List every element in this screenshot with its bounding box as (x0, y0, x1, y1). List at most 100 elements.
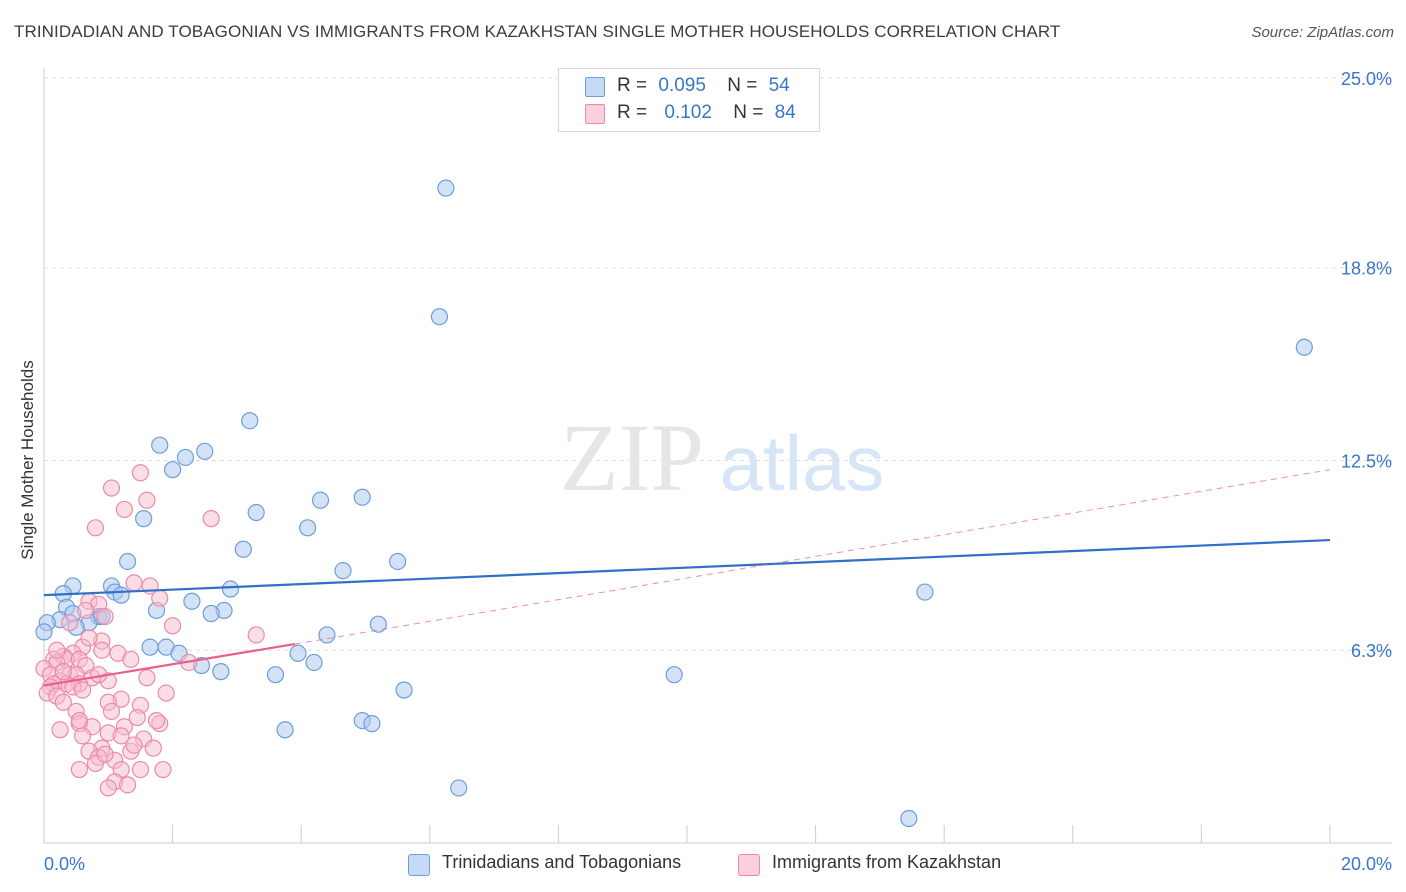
bottom-legend-label-series2: Immigrants from Kazakhstan (772, 852, 1002, 872)
point-series1-10 (247, 503, 265, 522)
point-series2-80 (128, 708, 146, 727)
point-series1-28 (202, 604, 220, 623)
legend-r-value-series2: 0.102 (664, 102, 712, 123)
point-series1-16 (334, 562, 352, 580)
bottom-legend-swatch-blue (408, 854, 430, 876)
point-series1-5 (196, 442, 214, 460)
point-series1-6 (176, 448, 195, 467)
point-series2-1 (102, 479, 121, 497)
point-series1-41 (289, 644, 307, 662)
point-series2-61 (125, 736, 143, 754)
point-series2-83 (54, 693, 72, 711)
y-tick-label-1: 12.5% (1341, 452, 1392, 472)
point-series2-43 (157, 684, 175, 702)
point-series1-19 (221, 580, 240, 598)
point-series2-41 (122, 650, 140, 669)
legend-n-value-series2: 84 (774, 102, 796, 123)
legend-text-series1: R = 0.095 N = 54 (617, 75, 790, 97)
point-series1-15 (389, 552, 407, 571)
correlation-legend: R = 0.095 N = 54 R = 0.102 N = 84 (558, 68, 820, 132)
point-series2-56 (73, 727, 92, 745)
point-series1-47 (395, 681, 413, 699)
watermark-zip: ZIP (560, 404, 704, 511)
legend-n-value-series1: 54 (768, 75, 790, 96)
point-series1-8 (353, 488, 371, 506)
point-series2-4 (202, 510, 220, 528)
legend-swatch-pink (585, 104, 605, 124)
point-series2-11 (96, 607, 114, 626)
legend-r-value-series1: 0.095 (658, 75, 706, 96)
point-series1-1 (430, 308, 449, 326)
point-series2-78 (48, 641, 66, 659)
y-tick-label-3: 25.0% (1341, 69, 1392, 89)
point-series1-45 (266, 666, 285, 684)
point-series1-0 (437, 179, 455, 197)
x-tick-label-0: 0.0% (44, 854, 85, 874)
point-series2-68 (70, 760, 88, 779)
point-series2-0 (131, 464, 150, 482)
point-series2-76 (54, 663, 72, 681)
point-series2-12 (164, 617, 182, 635)
trend-lines (43, 469, 1331, 687)
y-tick-label-2: 18.8% (1341, 259, 1392, 279)
point-series1-51 (450, 779, 468, 797)
point-series1-11 (135, 510, 153, 528)
tick-labels: 6.3% 12.5% 18.8% 25.0% 0.0% 20.0% (44, 69, 1392, 874)
point-series1-42 (305, 653, 323, 672)
bottom-legend-swatch-pink (738, 854, 760, 876)
point-series2-5 (86, 519, 105, 537)
y-axis-label: Single Mother Households (18, 360, 37, 560)
point-series2-48 (102, 702, 121, 721)
point-series2-6 (125, 574, 143, 592)
point-series1-36 (35, 623, 53, 641)
point-series2-2 (138, 491, 156, 509)
point-series1-22 (112, 586, 130, 604)
point-series2-77 (80, 629, 98, 647)
point-series2-73 (61, 614, 79, 632)
y-tick-label-0: 6.3% (1351, 641, 1392, 661)
point-series2-67 (131, 760, 150, 779)
point-series2-75 (93, 641, 111, 659)
point-series2-3 (115, 500, 133, 519)
point-series2-10 (77, 601, 95, 620)
source-label: Source: ZipAtlas.com (1251, 24, 1394, 41)
grid-lines (44, 77, 1392, 651)
series-kazakhstan-points (35, 464, 265, 797)
point-series2-54 (51, 721, 69, 739)
point-series1-34 (369, 615, 387, 633)
point-series1-4 (151, 436, 169, 454)
point-series2-53 (147, 711, 166, 730)
axes (43, 68, 1392, 844)
point-series1-37 (318, 626, 336, 644)
trendline-series2-extension (294, 469, 1331, 645)
point-series1-9 (311, 491, 330, 509)
x-tick-label-1: 20.0% (1341, 854, 1392, 874)
point-series1-2 (1295, 338, 1313, 356)
point-series1-14 (118, 552, 137, 571)
point-series1-20 (916, 583, 934, 601)
trendline-series2 (43, 643, 295, 687)
bottom-legend-label-series1: Trinidadians and Tobagonians (442, 852, 682, 872)
point-series1-49 (363, 715, 381, 733)
point-series2-79 (70, 711, 88, 730)
point-series2-13 (247, 626, 265, 644)
point-series2-42 (138, 669, 156, 687)
point-series2-71 (118, 776, 137, 794)
watermark: ZIP atlas (560, 404, 884, 511)
point-series2-57 (112, 727, 130, 745)
legend-n-label: N = (727, 75, 758, 96)
watermark-atlas: atlas (720, 419, 885, 507)
legend-r-label: R = (617, 75, 648, 96)
point-series1-38 (141, 638, 159, 656)
point-series1-46 (665, 666, 683, 684)
point-series1-24 (183, 592, 201, 610)
legend-text-series2: R = 0.102 N = 84 (617, 102, 796, 124)
point-series1-3 (241, 412, 259, 430)
point-series1-50 (276, 721, 294, 739)
point-series1-44 (212, 663, 230, 681)
point-series2-82 (96, 745, 114, 763)
trendline-series1 (43, 538, 1331, 597)
legend-r-label: R = (617, 102, 648, 123)
series-trinidadians-points (35, 179, 1313, 828)
